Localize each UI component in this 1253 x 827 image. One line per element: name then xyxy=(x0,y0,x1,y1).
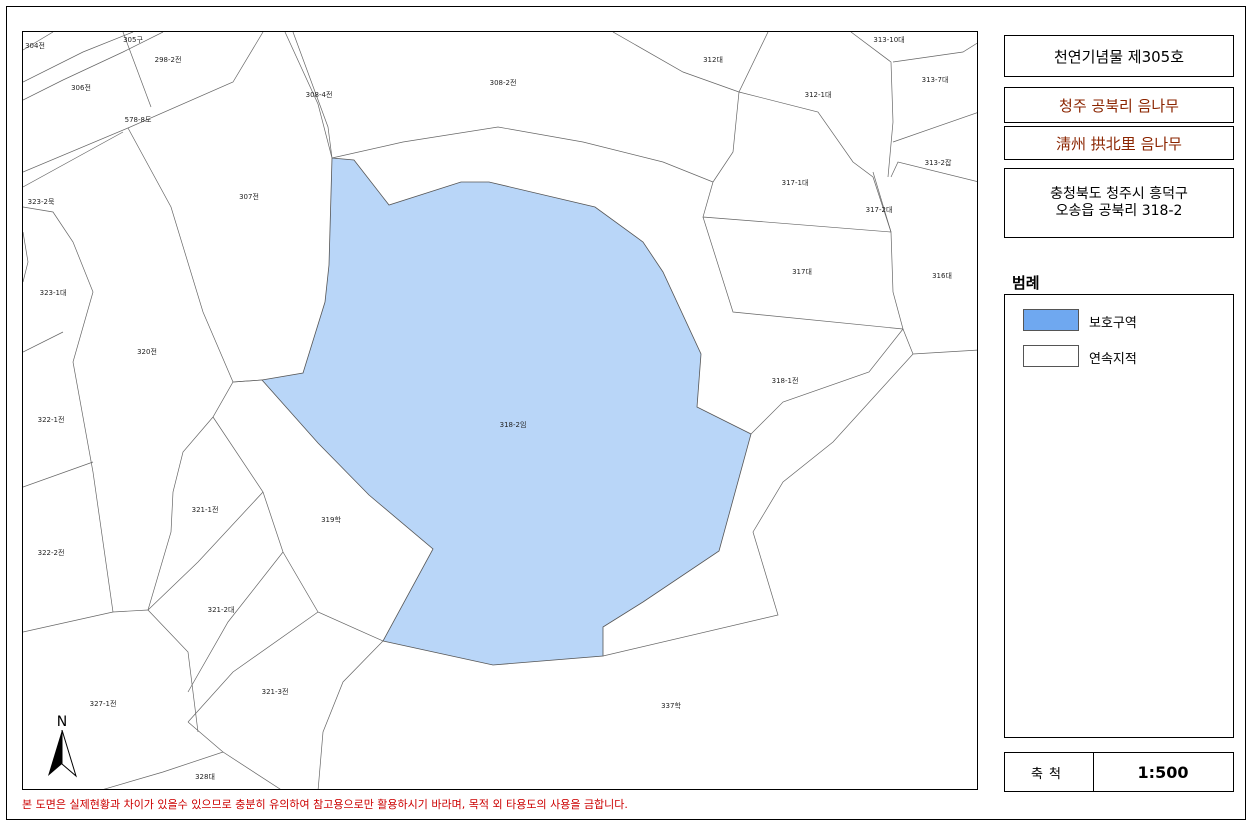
lot-label: 337학 xyxy=(661,701,681,710)
parcel-map-svg: 304전 305구 298-2전 306전 578-8도 308-4전 308-… xyxy=(23,32,977,789)
scale-label: 축척 xyxy=(1005,753,1094,791)
legend-title: 범례 xyxy=(1012,274,1040,292)
lot-label: 316대 xyxy=(932,272,952,280)
lot-label: 298-2전 xyxy=(155,55,182,64)
map-frame xyxy=(6,6,1246,820)
lot-label: 322-1전 xyxy=(38,415,65,424)
north-label: N xyxy=(56,714,68,730)
parcel-labels: 304전 305구 298-2전 306전 578-8도 308-4전 308-… xyxy=(25,36,952,781)
scale-value: 1:500 xyxy=(1137,762,1189,782)
lot-label: 328대 xyxy=(195,773,215,781)
lot-label: 307전 xyxy=(239,192,259,201)
legend-swatch-protected xyxy=(1023,309,1079,331)
lot-label: 319학 xyxy=(321,515,341,524)
lot-label: 318-1전 xyxy=(772,376,799,385)
protected-area-318-2[interactable] xyxy=(261,157,752,666)
lot-label: 308-4전 xyxy=(306,90,333,99)
lot-label: 323-1대 xyxy=(40,289,67,297)
lot-label: 306전 xyxy=(71,83,91,92)
lot-label: 321-2대 xyxy=(208,606,235,614)
lot-label: 317-1대 xyxy=(782,179,809,187)
lot-label: 317-2대 xyxy=(866,206,893,214)
korean-name: 청주 공북리 음나무 xyxy=(1059,96,1179,115)
lot-label: 327-1전 xyxy=(90,699,117,708)
monument-number-box: 천연기념물 제305호 xyxy=(1004,35,1234,77)
legend-label-protected: 보호구역 xyxy=(1089,316,1137,331)
lot-label: 312-1대 xyxy=(805,91,832,99)
north-arrow-icon xyxy=(48,730,77,778)
legend-box: 보호구역 연속지적 xyxy=(1004,294,1234,738)
disclaimer-text: 본 도면은 실제현황과 차이가 있을수 있으므로 충분히 유의하여 참고용으로만… xyxy=(22,798,628,811)
hanja-name: 淸州 拱北里 음나무 xyxy=(1056,134,1182,153)
lot-label: 304전 xyxy=(25,41,45,50)
parcel-boundaries xyxy=(23,32,977,789)
korean-name-box: 청주 공북리 음나무 xyxy=(1004,87,1234,123)
lot-label: 321-1전 xyxy=(192,505,219,514)
north-arrow: N xyxy=(44,714,84,780)
address-line-2: 오송읍 공북리 318-2 xyxy=(1055,203,1183,219)
lot-label: 313-10대 xyxy=(873,36,904,44)
lot-label: 578-8도 xyxy=(125,116,152,124)
lot-label: 322-2전 xyxy=(38,548,65,557)
lot-label: 313-2잡 xyxy=(925,158,952,167)
lot-label: 320전 xyxy=(137,347,157,356)
lot-label: 313-7대 xyxy=(922,76,949,84)
scale-box: 축척 1:500 xyxy=(1004,752,1234,792)
lot-label: 318-2임 xyxy=(500,421,527,429)
address-box: 충청북도 청주시 흥덕구 오송읍 공북리 318-2 xyxy=(1004,168,1234,238)
legend-swatch-parcel xyxy=(1023,345,1079,367)
cadastral-map[interactable]: 304전 305구 298-2전 306전 578-8도 308-4전 308-… xyxy=(22,31,978,790)
monument-number: 천연기념물 제305호 xyxy=(1054,47,1184,66)
lot-label: 308-2전 xyxy=(490,78,517,87)
hanja-name-box: 淸州 拱北里 음나무 xyxy=(1004,126,1234,160)
legend-label-parcel: 연속지적 xyxy=(1089,352,1137,367)
lot-label: 323-2묵 xyxy=(28,198,55,206)
lot-label: 312대 xyxy=(703,56,723,64)
lot-label: 305구 xyxy=(123,36,143,44)
address-line-1: 충청북도 청주시 흥덕구 xyxy=(1050,186,1188,202)
lot-label: 317대 xyxy=(792,268,812,276)
lot-label: 321-3전 xyxy=(262,687,289,696)
